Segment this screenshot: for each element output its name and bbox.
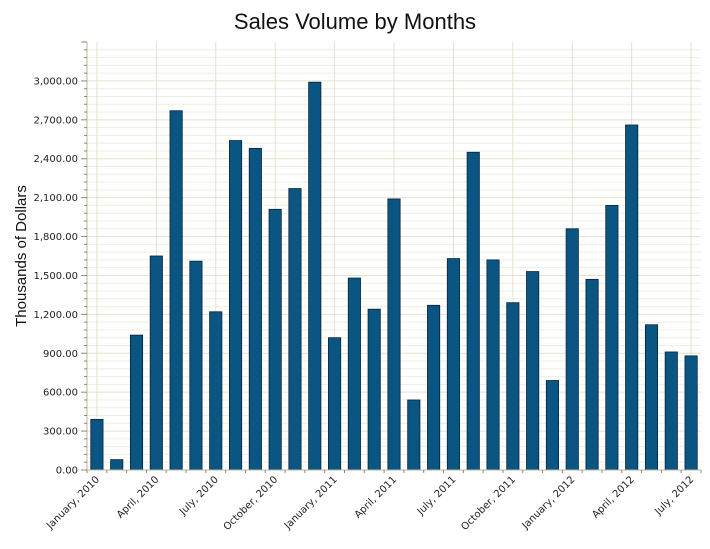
x-tick-label: October, 2011 [459,474,518,533]
axes [81,41,702,473]
x-tick-label: April, 2011 [353,474,399,520]
bar-2 [110,459,124,471]
bar-30 [664,351,678,471]
y-tick-label: 2,100.00 [33,193,78,204]
bar-5 [169,110,183,471]
bar-9 [248,147,262,471]
y-axis-label: Thousands of Dollars [13,185,30,327]
bars [90,81,698,471]
y-tick-label: 0.00 [56,466,78,477]
bar-11 [288,188,302,471]
x-tick-label: October, 2010 [222,474,281,533]
x-tick-label: January, 2012 [520,474,578,532]
bar-18 [427,304,441,471]
bar-1 [90,419,104,471]
bar-27 [605,205,619,471]
x-tick-label: July, 2011 [415,474,459,518]
y-tick-label: 1,500.00 [33,271,78,282]
y-tick-label: 900.00 [43,349,78,360]
y-tick-label: 2,700.00 [33,115,78,126]
bar-12 [308,81,322,471]
y-tick-labels: 0.00 300.00 600.00 900.00 1,200.00 1,500.00 1,… [33,76,78,476]
bar-10 [268,208,282,471]
bar-3 [129,334,144,471]
bar-17 [407,399,421,471]
x-tick-label: July, 2012 [653,474,697,518]
bar-7 [209,311,223,471]
y-tick-label: 2,400.00 [33,154,78,165]
y-tick-label: 600.00 [43,388,78,399]
bar-24 [545,380,559,471]
bar-31 [684,355,698,471]
bar-20 [466,151,480,471]
bar-8 [229,140,243,471]
bar-4 [149,255,163,471]
x-tick-labels: January, 2010 April, 2010 July, 2010 Octobe… [44,474,696,533]
bar-26 [585,278,599,471]
x-tick-label: July, 2010 [177,474,221,518]
bar-19 [446,258,460,471]
bar-25 [565,228,579,471]
bar-22 [506,302,520,471]
x-tick-label: January, 2011 [282,474,340,532]
bar-21 [486,259,500,471]
bar-29 [644,324,659,471]
x-tick-label: April, 2010 [115,474,161,520]
bar-28 [625,124,639,471]
y-tick-label: 300.00 [43,427,78,438]
bar-14 [347,277,361,471]
bar-15 [367,308,381,471]
bar-16 [387,198,401,471]
bar-13 [328,337,342,471]
bar-23 [526,271,540,471]
bar-6 [189,260,203,471]
x-tick-label: April, 2012 [590,474,636,520]
chart-title: Sales Volume by Months [234,9,476,34]
y-tick-label: 1,200.00 [33,310,78,321]
x-tick-label: January, 2010 [44,474,102,532]
y-tick-label: 1,800.00 [33,232,78,243]
y-tick-label: 3,000.00 [33,76,78,87]
